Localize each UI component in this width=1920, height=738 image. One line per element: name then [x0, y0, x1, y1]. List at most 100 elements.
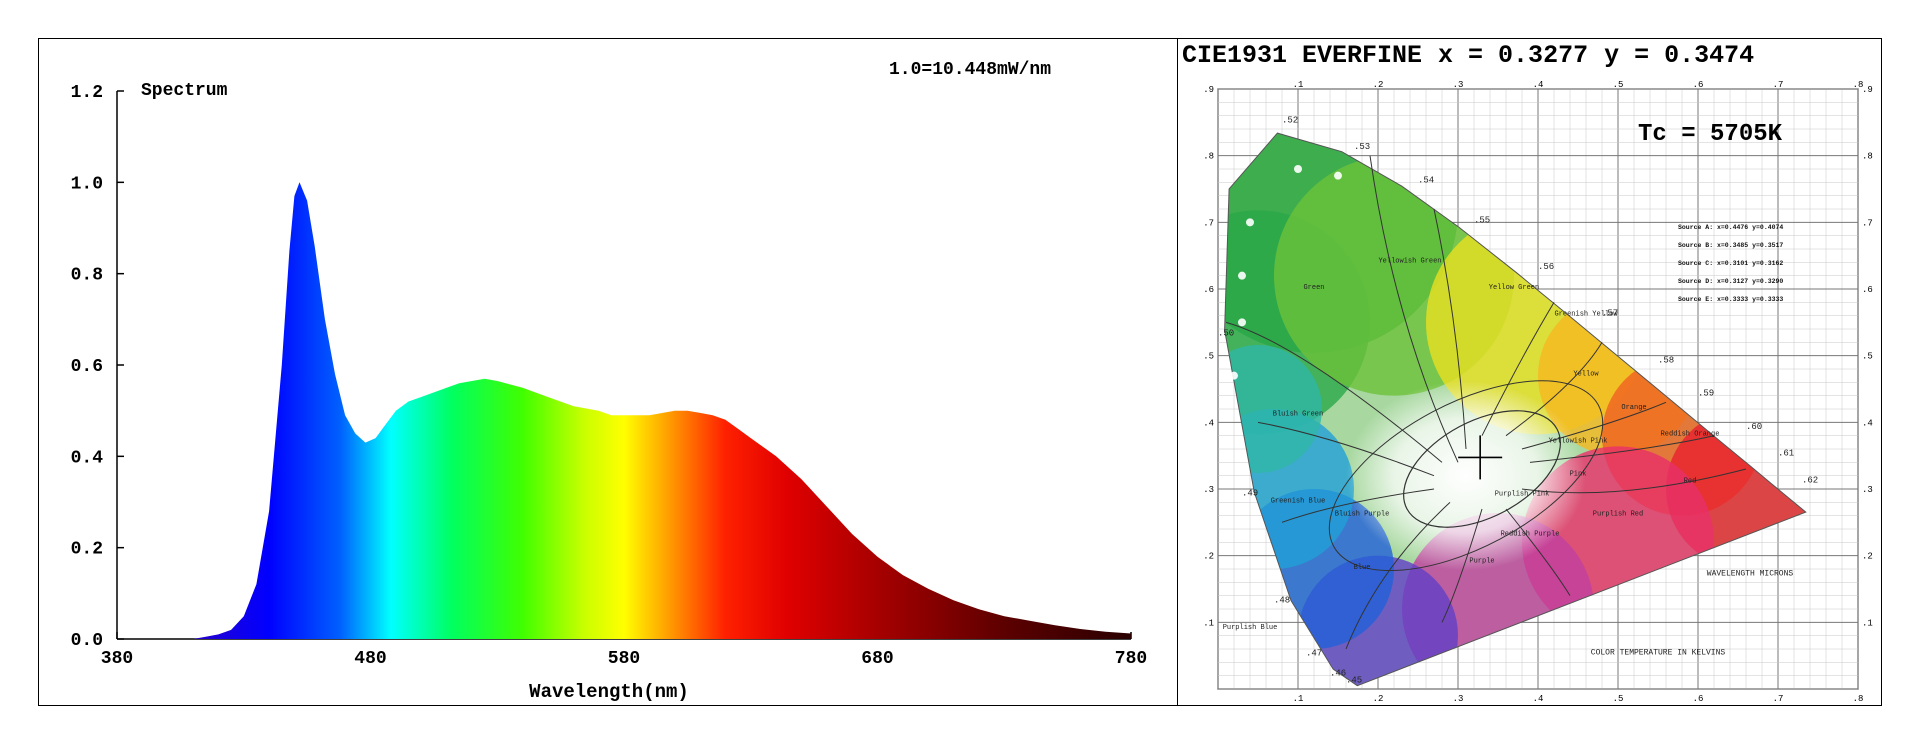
cie-wavelength-label: .58 — [1658, 355, 1674, 365]
cie-title: CIE1931 EVERFINE — [1182, 41, 1423, 70]
cie-wavelength-label: .62 — [1802, 475, 1818, 485]
cie-region-boundary — [1369, 155, 1459, 463]
cie-wavelength-label: .46 — [1330, 669, 1346, 679]
spectrum-title: Spectrum — [141, 81, 228, 101]
cie-x-tick-label: .8 — [1853, 80, 1864, 90]
cie-wavelength-label: .53 — [1354, 142, 1370, 152]
x-tick-label: 680 — [861, 649, 893, 669]
cie-chart-panel: .1 .1 .2 .2 .3 .3 .4 .4 .5 .5 .6 .6 .7 .7 .8 .8 .1 .1 .2 .2… — [1178, 38, 1882, 706]
cie-wavelength-label: .45 — [1346, 675, 1362, 685]
cie-x-tick-label: .2 — [1373, 80, 1384, 90]
cie-region-label: Bluish Purple — [1335, 511, 1390, 519]
cie-wavelength-label: .56 — [1538, 262, 1554, 272]
cie-y-tick-label: .5 — [1862, 352, 1873, 362]
cie-region-boundary — [1345, 501, 1451, 650]
cie-wavelength-label: .48 — [1274, 595, 1290, 605]
color-temperature-label: Tc = 5705K — [1638, 121, 1783, 148]
cie-region-label: Greenish Yellow — [1554, 311, 1618, 319]
cie-source-legend-item: Source B: x=0.3485 y=0.3517 — [1678, 242, 1783, 249]
cie-region-label: Purplish Blue — [1223, 624, 1278, 632]
cie-source-legend-item: Source C: x=0.3101 y=0.3162 — [1678, 260, 1783, 267]
cie-region-label: Orange — [1621, 404, 1646, 412]
cie-y-tick-label: .1 — [1862, 618, 1873, 628]
cie-region-boundary — [1257, 421, 1435, 477]
cie-y-tick-label: .4 — [1862, 418, 1873, 428]
x-tick-label: 780 — [1115, 649, 1147, 669]
y-tick-label: 0.8 — [71, 266, 103, 286]
cie-region-label: Bluish Green — [1273, 411, 1323, 419]
y-tick-label: 1.2 — [71, 83, 103, 103]
y-tick-label: 0.6 — [71, 357, 103, 377]
cie-region-label: Red — [1684, 477, 1697, 485]
cie-x-tick-label: .5 — [1613, 694, 1624, 704]
cie-y-tick-label: .8 — [1862, 152, 1873, 162]
spectrum-chart: 0.0 0.2 0.4 0.6 0.8 1.0 1.2 380 480 580 680 780 Spe… — [71, 60, 1148, 703]
cie-x-tick-label: .4 — [1533, 694, 1544, 704]
cie-x-tick-label: .8 — [1853, 694, 1864, 704]
cie-region-label: Yellowish Green — [1378, 257, 1441, 265]
cie-region-label: Yellow Green — [1489, 284, 1539, 292]
cie-y-tick-label: .2 — [1862, 552, 1873, 562]
cie-y-tick-label: .3 — [1862, 485, 1873, 495]
x-tick-label: 380 — [101, 649, 133, 669]
cie-region-boundary — [1521, 468, 1747, 494]
cie-wavelength-label: .54 — [1418, 175, 1434, 185]
cie-x-value: x = 0.3277 — [1438, 41, 1589, 70]
cie-region-label: Purple — [1469, 557, 1494, 565]
cie-y-tick-label: .6 — [1203, 285, 1214, 295]
cie-x-tick-label: .3 — [1453, 694, 1464, 704]
cie-region-label: Green — [1303, 284, 1324, 292]
cie-region-label: Yellow — [1573, 371, 1599, 379]
cie-x-tick-label: .7 — [1773, 694, 1784, 704]
cie-region-label: Purplish Pink — [1495, 491, 1550, 499]
cie-highlight-dot — [1238, 318, 1246, 327]
cie-x-tick-label: .6 — [1693, 694, 1704, 704]
cie-region-label: Greenish Blue — [1271, 497, 1326, 505]
cie-highlight-dot — [1230, 371, 1238, 380]
cie-highlight-dot — [1294, 165, 1302, 173]
cie-x-tick-label: .5 — [1613, 80, 1624, 90]
cie-region-boundary — [1281, 488, 1435, 523]
cie-y-tick-label: .2 — [1203, 552, 1214, 562]
cie-color-blob — [1224, 345, 1322, 473]
cie-y-tick-label: .9 — [1862, 85, 1873, 95]
cie-wavelength-label: .55 — [1474, 215, 1490, 225]
cie-color-temp-caption: COLOR TEMPERATURE IN KELVINS — [1591, 648, 1726, 657]
cie-region-boundary — [1521, 401, 1667, 450]
spectrum-chart-panel: 0.0 0.2 0.4 0.6 0.8 1.0 1.2 380 480 580 680 780 Spe… — [38, 38, 1178, 706]
spectrum-area — [117, 182, 1131, 640]
spectral-locus — [1224, 132, 1807, 687]
y-tick-label: 0.2 — [71, 540, 103, 560]
cie-wavelength-label: .57 — [1602, 309, 1618, 319]
cie-x-tick-label: .6 — [1693, 80, 1704, 90]
cie-x-tick-label: .4 — [1533, 80, 1544, 90]
cie-y-tick-label: .9 — [1203, 85, 1214, 95]
cie-y-tick-label: .6 — [1862, 285, 1873, 295]
cie-region-label: Blue — [1354, 564, 1371, 572]
cie-source-legend-item: Source E: x=0.3333 y=0.3333 — [1678, 296, 1783, 303]
cie-region-boundary — [1441, 508, 1483, 623]
cie-source-legend-item: Source A: x=0.4476 y=0.4074 — [1678, 224, 1783, 231]
cie-white-boundary — [1403, 410, 1561, 528]
cie-x-tick-label: .7 — [1773, 80, 1784, 90]
cie-wavelength-label: .60 — [1746, 422, 1762, 432]
cie-source-legend-item: Source D: x=0.3127 y=0.3290 — [1678, 278, 1783, 285]
cie-x-tick-label: .2 — [1373, 694, 1384, 704]
cie-region-boundary — [1505, 342, 1603, 437]
cie-region-label: Pink — [1570, 471, 1587, 479]
cie-y-tick-label: .7 — [1862, 218, 1873, 228]
cie-region-boundary — [1481, 302, 1555, 436]
cie-wavelength-label: .49 — [1242, 489, 1258, 499]
cie-y-tick-label: .3 — [1203, 485, 1214, 495]
cie-x-tick-label: .1 — [1293, 694, 1304, 704]
y-tick-label: 0.4 — [71, 448, 104, 468]
x-tick-label: 580 — [608, 649, 640, 669]
cie-region-label: Yellowish Pink — [1549, 437, 1608, 445]
cie-wavelength-label: .50 — [1218, 329, 1234, 339]
cie-y-tick-label: .4 — [1203, 418, 1214, 428]
cie-highlight-dot — [1238, 271, 1246, 280]
cie-y-tick-label: .8 — [1203, 152, 1214, 162]
cie-white-region — [1346, 380, 1586, 571]
cie-region-label: Reddish Purple — [1501, 531, 1560, 539]
cie-y-value: y = 0.3474 — [1604, 41, 1755, 70]
